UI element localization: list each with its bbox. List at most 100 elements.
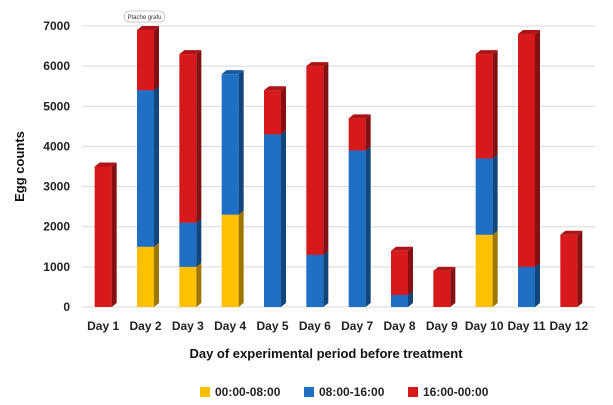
bar-front (348, 118, 366, 151)
bar-front (221, 74, 239, 215)
x-tick-label: Day 5 (256, 319, 288, 333)
x-tick-label: Day 1 (87, 319, 119, 333)
bar-segment (137, 242, 159, 307)
bar-segment (137, 86, 159, 247)
bar-segment (264, 86, 286, 135)
bar-segment (475, 230, 498, 307)
bar-front (475, 158, 493, 235)
y-tick-label: 0 (63, 300, 70, 314)
bar-side (535, 30, 540, 267)
bar-side (281, 130, 286, 307)
bar-segment (348, 114, 371, 151)
legend-swatch (408, 387, 418, 397)
bar-front (475, 54, 493, 159)
bar-segment (221, 70, 244, 215)
x-tick-label: Day 6 (299, 319, 331, 333)
bar-front (179, 222, 197, 267)
annotations: Ptache grafu (124, 10, 165, 23)
x-axis-title: Day of experimental period before treatm… (189, 346, 463, 361)
bar-top (137, 26, 159, 31)
bar-segment (179, 262, 202, 307)
bar-side (492, 50, 498, 159)
x-tick-label: Day 9 (426, 319, 458, 333)
legend-label: 00:00-08:00 (215, 385, 281, 399)
bar-segment (348, 146, 371, 307)
bar-front (560, 234, 578, 307)
bar-segment (475, 154, 498, 235)
bar-segment (179, 50, 202, 223)
bar-front (221, 214, 239, 307)
bar-segment (94, 162, 117, 307)
x-tick-label: Day 10 (465, 319, 504, 333)
x-tick-label: Day 2 (129, 319, 161, 333)
bar-side (408, 290, 413, 307)
bar-segment (179, 218, 202, 267)
x-tick-label: Day 11 (507, 319, 545, 333)
bar-side (577, 230, 583, 307)
tick-labels: 0 1000 2000 3000 4000 5000 6000 7000 Day 1 Day 2 D… (43, 19, 588, 333)
bar-segment (264, 130, 286, 307)
bar-front (137, 246, 154, 307)
bar-front (179, 54, 197, 223)
bar-front (137, 90, 154, 247)
x-tick-label: Day 8 (383, 319, 415, 333)
axis-titles: Day of experimental period before treatm… (12, 131, 463, 361)
annotation-callout: Ptache grafu (124, 10, 165, 23)
bar-front (433, 270, 451, 307)
y-tick-label: 4000 (43, 139, 70, 153)
legend-item: 08:00-16:00 (304, 385, 385, 399)
bar-front (137, 30, 154, 91)
gridlines (82, 25, 595, 308)
bar-side (196, 262, 202, 307)
bar-side (323, 250, 329, 307)
legend-swatch (304, 387, 314, 397)
bar-side (450, 266, 456, 307)
legend: 00:00-08:00 08:00-16:00 16:00-00:00 (200, 385, 489, 399)
legend-label: 16:00-00:00 (423, 385, 489, 399)
bar-front (518, 34, 535, 267)
y-tick-label: 2000 (43, 220, 70, 234)
bar-front (391, 250, 408, 295)
legend-item: 00:00-08:00 (200, 385, 281, 399)
bar-front (179, 266, 197, 307)
bar-top (94, 162, 117, 167)
bar-segment (475, 50, 498, 159)
bar-side (492, 230, 498, 307)
y-tick-label: 3000 (43, 180, 70, 194)
bar-top (433, 266, 456, 271)
bar-side (154, 242, 159, 307)
y-tick-label: 7000 (43, 19, 70, 33)
bar-segment (391, 246, 413, 295)
bar-segment (306, 250, 329, 307)
bar-segment (137, 26, 159, 91)
x-tick-label: Day 12 (549, 319, 588, 333)
bar-side (365, 146, 371, 307)
bar-side (535, 262, 540, 307)
y-tick-label: 1000 (43, 260, 70, 274)
bar-side (408, 246, 413, 295)
bar-top (179, 50, 202, 55)
bar-segment (518, 30, 540, 267)
bar-segment (433, 266, 456, 307)
bar-side (111, 162, 117, 307)
bar-front (264, 90, 281, 135)
bar-side (154, 86, 159, 247)
bar-front (306, 66, 324, 255)
bar-side (323, 62, 329, 255)
bar-top (221, 70, 244, 75)
bar-front (475, 234, 493, 307)
y-tick-label: 5000 (43, 99, 70, 113)
bar-top (560, 230, 583, 235)
legend-label: 08:00-16:00 (319, 385, 385, 399)
bar-side (365, 114, 371, 151)
y-tick-label: 6000 (43, 59, 70, 73)
bar-side (281, 86, 286, 135)
bar-top (475, 50, 498, 55)
x-tick-label: Day 3 (172, 319, 204, 333)
bar-side (196, 50, 202, 223)
bar-side (492, 154, 498, 235)
bar-top (348, 114, 371, 119)
bar-front (518, 266, 535, 307)
bar-side (238, 210, 244, 307)
